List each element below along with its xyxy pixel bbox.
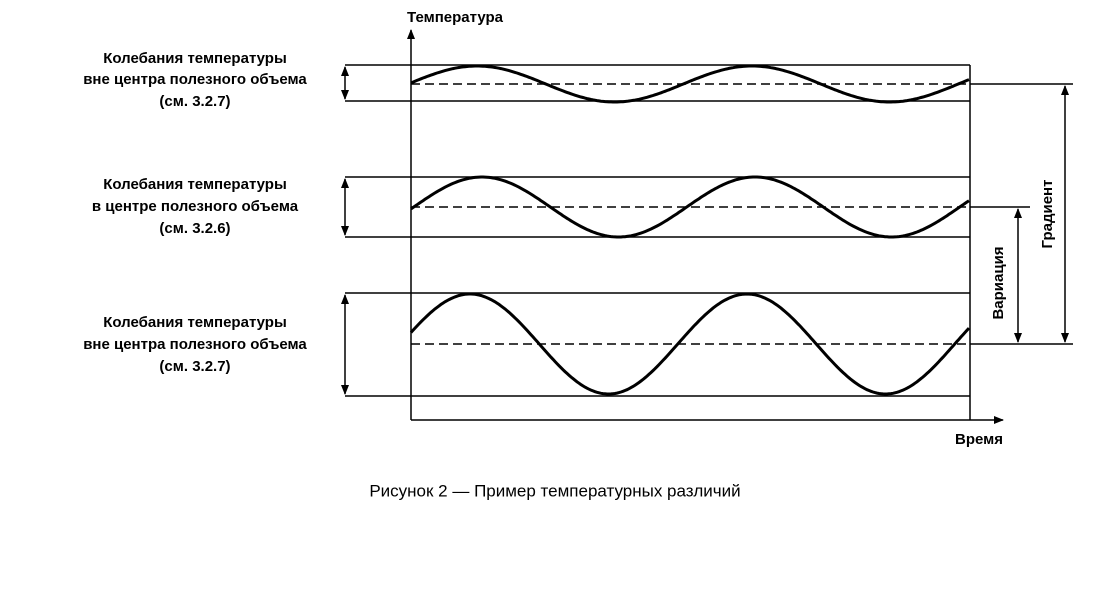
band-label: Колебания температуры xyxy=(103,50,287,67)
band-wave xyxy=(409,292,971,396)
bands: Колебания температуры вне центра полезног… xyxy=(83,50,971,397)
band-label: (см. 3.2.7) xyxy=(159,93,230,110)
band-label: в центре полезного объема xyxy=(92,198,299,215)
gradient-label: Градиент xyxy=(1039,180,1056,249)
x-axis-label: Время xyxy=(955,431,1003,448)
caption: Рисунок 2 — Пример температурных различи… xyxy=(369,481,740,500)
variation-label: Вариация xyxy=(990,246,1007,319)
band-label: Колебания температуры xyxy=(103,314,287,331)
band-label: Колебания температуры xyxy=(103,176,287,193)
band-label: вне центра полезного объема xyxy=(83,71,307,88)
band-wave xyxy=(410,175,970,239)
band-wave xyxy=(410,64,970,104)
band-label: вне центра полезного объема xyxy=(83,336,307,353)
band-label: (см. 3.2.7) xyxy=(159,358,230,375)
band-label: (см. 3.2.6) xyxy=(159,220,230,237)
y-axis-label: Температура xyxy=(407,9,504,26)
